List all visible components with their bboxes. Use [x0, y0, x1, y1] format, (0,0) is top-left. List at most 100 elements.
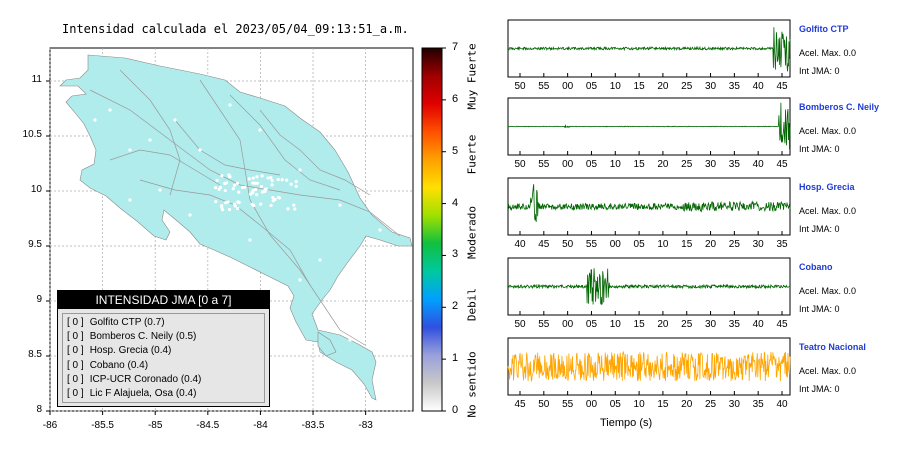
map-title: Intensidad calculada el 2023/05/04_09:13…: [62, 22, 409, 36]
map-axes: [46, 80, 367, 415]
station-dot: [260, 174, 264, 178]
map-x-tick-label: -84.5: [196, 420, 220, 431]
trace-tick-label: 25: [704, 399, 717, 410]
trace-tick-label: 50: [562, 239, 574, 250]
trace-station-name: Bomberos C. Neily: [799, 102, 880, 112]
trace-tick-label: 35: [776, 239, 788, 250]
trace-tick-label: 45: [776, 319, 788, 330]
colorbar-gradient: [421, 47, 443, 412]
station-dot: [221, 208, 225, 212]
legend-entry: [ 0 ] Golfito CTP (0.7): [67, 317, 165, 328]
station-dot: [298, 168, 302, 172]
station-dot: [255, 193, 259, 197]
trace-tick-label: 40: [752, 159, 764, 170]
trace-tick-label: 00: [562, 319, 574, 330]
legend-entry: [ 0 ] Cobano (0.4): [67, 360, 148, 371]
seismogram-trace: [507, 350, 791, 383]
station-dot: [213, 185, 218, 190]
station-dot: [248, 238, 252, 242]
station-dot: [289, 182, 293, 186]
station-dot: [128, 148, 132, 152]
legend-entry-value: [ 0 ]: [67, 359, 84, 371]
trace-tick-label: 55: [585, 239, 598, 250]
trace-acel-max: Acel. Max. 0.0: [799, 206, 857, 216]
map-x-tick-label: -85.5: [91, 420, 114, 431]
trace-tick-label: 20: [657, 81, 669, 92]
trace-tick-label: 55: [538, 159, 550, 170]
legend-entry: [ 0 ] Hosp. Grecia (0.4): [67, 345, 171, 356]
colorbar-tick-label: 6: [452, 92, 459, 105]
trace-tick-label: 25: [681, 319, 693, 330]
trace-tick-label: 50: [514, 81, 526, 92]
trace-tick-label: 10: [609, 81, 621, 92]
map-x-tick-label: -84: [253, 420, 268, 431]
station-dot: [276, 178, 280, 182]
legend-entry-station: Lic F Alajuela, Osa (0.4): [89, 388, 197, 399]
trace-tick-label: 30: [704, 81, 717, 92]
trace-tick-label: 20: [657, 159, 669, 170]
trace-tick-label: 05: [609, 399, 621, 410]
trace-tick-label: 50: [514, 319, 526, 330]
station-dot: [378, 228, 382, 232]
trace-jma-intensity: Int JMA: 0: [799, 66, 840, 76]
trace-station-name: Golfito CTP: [799, 24, 849, 34]
colorbar-tick-label: 2: [452, 300, 459, 313]
legend-entry-value: [ 0 ]: [67, 345, 84, 357]
trace-tick-label: 20: [657, 319, 669, 330]
station-dot: [288, 328, 292, 332]
station-dot: [227, 207, 232, 212]
station-dot: [226, 200, 230, 204]
station-dot: [235, 181, 240, 185]
station-dot: [198, 148, 202, 152]
golfo-dulce-coast: [317, 331, 337, 357]
trace-tick-label: 30: [752, 239, 764, 250]
station-dot: [338, 298, 342, 302]
trace-tick-label: 00: [562, 81, 574, 92]
trace-tick-label: 55: [562, 399, 574, 410]
trace-jma-intensity: Int JMA: 0: [799, 144, 840, 154]
station-dot: [173, 118, 177, 122]
station-dot: [232, 202, 237, 206]
station-dot: [338, 203, 342, 207]
trace-tick-label: 10: [657, 239, 669, 250]
station-dot: [270, 178, 274, 183]
station-dot: [348, 338, 352, 342]
station-dot: [270, 183, 274, 187]
legend-entry-value: [ 0 ]: [67, 317, 84, 328]
station-dot: [158, 188, 162, 192]
station-dot: [273, 197, 277, 202]
trace-acel-max: Acel. Max. 0.0: [799, 48, 857, 58]
map-x-tick-label: -83: [358, 420, 373, 431]
station-dot: [253, 181, 257, 185]
station-dot: [215, 178, 219, 183]
trace-tick-label: 40: [752, 81, 764, 92]
station-dot: [294, 184, 298, 188]
legend-entry: [ 0 ] ICP-UCR Coronado (0.4): [67, 374, 201, 385]
station-dot: [224, 201, 228, 205]
map-y-tick-label: 11: [31, 74, 42, 85]
trace-acel-max: Acel. Max. 0.0: [799, 366, 857, 376]
trace-tick-label: 25: [728, 239, 740, 250]
station-dot: [237, 190, 241, 194]
map-x-tick-label: -83.5: [301, 420, 325, 431]
station-dot: [286, 207, 290, 211]
station-dot: [188, 213, 192, 217]
trace-acel-max: Acel. Max. 0.0: [799, 286, 857, 296]
trace-tick-label: 50: [538, 399, 550, 410]
seismogram-trace: [507, 102, 791, 150]
station-dot: [108, 108, 112, 112]
station-dot: [285, 178, 289, 182]
station-dot: [251, 176, 255, 180]
colorbar-tick-label: 7: [452, 41, 459, 53]
trace-tick-label: 05: [633, 239, 645, 250]
map-y-tick-label: 10: [30, 184, 42, 195]
station-dot: [232, 183, 237, 187]
station-dot: [280, 178, 284, 182]
station-dot: [298, 278, 302, 282]
legend-entry-station: Hosp. Grecia (0.4): [89, 345, 172, 357]
trace-tick-label: 15: [657, 399, 669, 410]
trace-tick-label: 45: [538, 239, 550, 250]
seismogram-trace: [507, 184, 791, 223]
legend-entry-value: [ 0 ]: [67, 373, 84, 385]
station-dot: [293, 207, 297, 211]
